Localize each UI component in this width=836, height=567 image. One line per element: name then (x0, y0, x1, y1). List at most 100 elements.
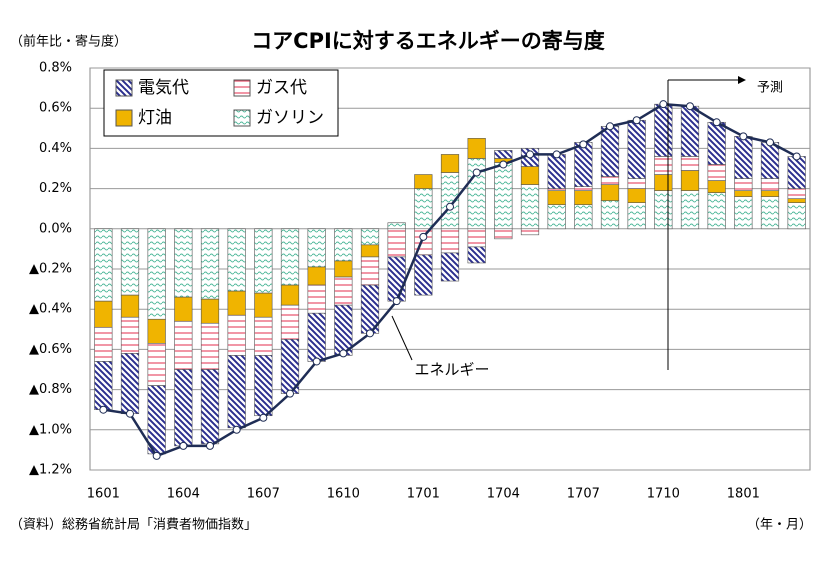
legend-label: 灯油 (138, 108, 172, 128)
bar-segment (467, 228, 486, 248)
bar-segment (174, 320, 193, 370)
energy-point (206, 441, 214, 450)
energy-point (739, 132, 748, 141)
y-tick-label: ▲0.8% (29, 382, 72, 397)
bar-segment (654, 190, 673, 230)
energy-point (339, 349, 348, 358)
energy-point (99, 405, 108, 414)
bar-segment (627, 178, 646, 189)
bar-segment (307, 312, 326, 362)
bar-segment (94, 361, 113, 410)
energy-point (526, 150, 534, 159)
bar-segment (734, 196, 753, 230)
x-tick-label: 1710 (647, 487, 680, 502)
bar-segment (520, 228, 540, 236)
bar-segment (387, 222, 406, 230)
bar-segment (254, 355, 273, 417)
bar-segment (174, 369, 193, 447)
legend-swatch (233, 109, 251, 127)
bar-segment (680, 105, 700, 157)
bar-segment (600, 200, 620, 230)
bar-segment (574, 186, 593, 191)
bar-segment (360, 256, 380, 286)
x-axis-label: （年・月） (747, 518, 812, 533)
energy-point (179, 441, 188, 450)
bar-segment (387, 228, 406, 258)
y-tick-label: ▲0.4% (29, 302, 72, 317)
bar-segment (787, 198, 806, 203)
x-tick-label: 1607 (247, 487, 280, 502)
energy-point (366, 329, 374, 338)
chart-title: コアCPIに対するエネルギーの寄与度 (251, 29, 605, 53)
bar-segment (440, 154, 460, 173)
bar-segment (574, 204, 593, 230)
bar-segment (734, 190, 753, 197)
bar-segment (387, 256, 406, 302)
bar-segment (414, 174, 433, 189)
legend-label: 電気代 (138, 78, 189, 98)
bar-segment (707, 121, 726, 165)
bar-segment (94, 228, 113, 302)
bar-segment (440, 228, 460, 254)
bar-segment (254, 228, 273, 294)
x-tick-label: 1604 (167, 487, 200, 502)
y-tick-label: ▲0.6% (29, 342, 72, 357)
legend-swatch (115, 79, 133, 97)
bar-segment (627, 119, 646, 179)
legend-label: ガス代 (256, 78, 307, 98)
y-tick-label: 0.6% (39, 101, 72, 116)
x-tick-label: 1707 (567, 487, 600, 502)
energy-point (659, 100, 668, 109)
y-tick-label: ▲1.0% (29, 422, 72, 437)
bar-segment (760, 178, 780, 191)
energy-point (446, 202, 454, 211)
bar-segment (787, 202, 806, 230)
energy-point (152, 451, 161, 460)
arrow-head (738, 76, 746, 84)
energy-point (552, 150, 561, 159)
bar-segment (254, 316, 273, 356)
y-tick-label: 0.4% (39, 141, 72, 156)
energy-point (712, 118, 721, 127)
bar-segment (280, 284, 300, 306)
x-tick-label: 1704 (487, 487, 520, 502)
bar-segment (147, 318, 166, 344)
y-tick-label: 0.8% (39, 61, 72, 76)
y-axis-label: （前年比・寄与度） (10, 34, 127, 50)
bar-segment (174, 228, 193, 298)
bar-segment (627, 202, 646, 230)
y-tick-label: 0.2% (39, 181, 72, 196)
bar-segment (787, 188, 806, 199)
energy-point (792, 152, 801, 161)
forecast-label: 予測 (757, 81, 783, 96)
bar-segment (254, 292, 273, 318)
x-tick-label: 1701 (407, 487, 440, 502)
bar-segment (120, 294, 140, 318)
bar-segment (94, 326, 113, 362)
energy-point (686, 102, 694, 111)
bar-segment (227, 355, 246, 429)
bar-segment (280, 228, 300, 286)
bar-segment (200, 369, 220, 445)
bar-segment (520, 166, 540, 185)
bar-segment (654, 156, 673, 175)
energy-point (392, 297, 401, 306)
energy-point (259, 413, 268, 422)
bar-segment (467, 138, 486, 159)
energy-point (472, 168, 481, 177)
bar-segment (360, 244, 380, 258)
legend-label: ガソリン (256, 108, 324, 128)
bar-segment (307, 228, 326, 268)
bar-segment (547, 190, 566, 205)
energy-point (632, 116, 641, 125)
bar-segment (120, 228, 140, 296)
energy-point (579, 140, 588, 149)
bar-segment (147, 385, 166, 455)
bar-segment (760, 190, 780, 197)
energy-point (232, 425, 241, 434)
bar-segment (600, 184, 620, 201)
bar-segment (734, 136, 753, 179)
bar-segment (760, 142, 780, 179)
legend-swatch (115, 109, 133, 127)
